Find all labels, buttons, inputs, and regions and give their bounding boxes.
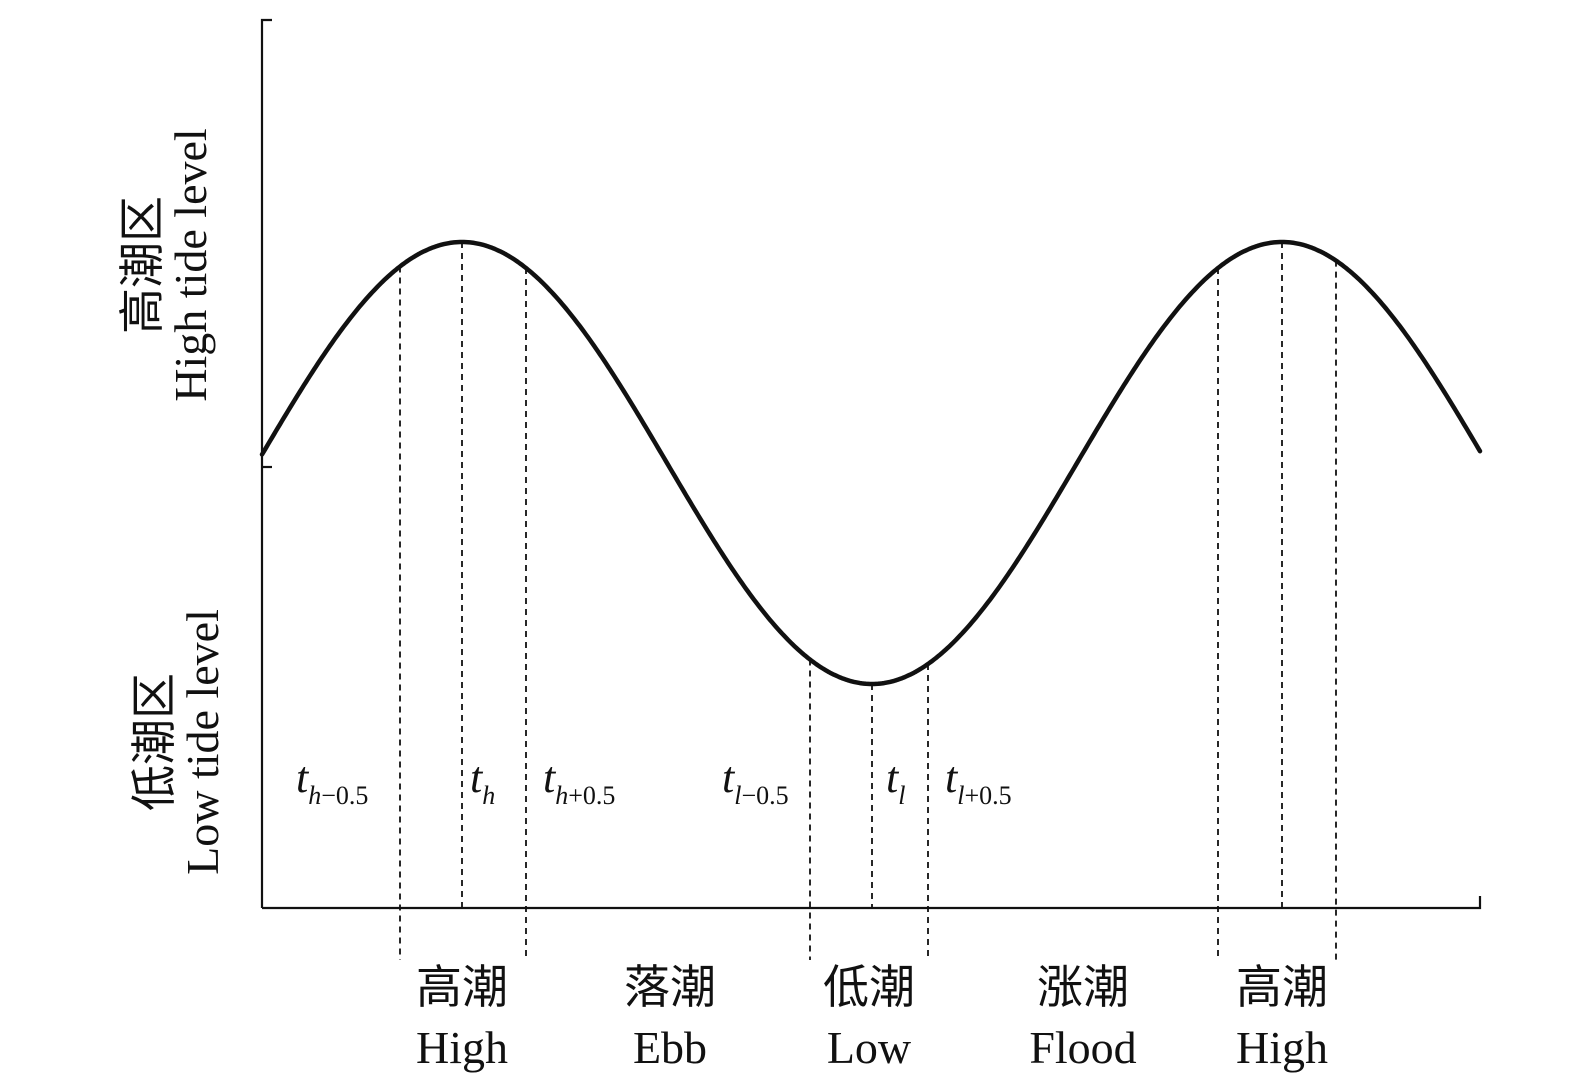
time-label-tl-minus: tl−0.5 [722,753,789,810]
tide-curve [259,239,1483,687]
lower-region-label-en: Low tide level [177,609,228,875]
phase-label-zh: 高潮 [416,962,508,1013]
phase-label-en: Low [827,1022,912,1073]
phase-high-end: 高潮 High [1236,962,1328,1073]
y-axis [260,18,272,908]
phase-label-zh: 低潮 [823,962,915,1013]
phase-label-zh: 高潮 [1236,962,1328,1013]
time-label-th: th [470,753,495,810]
axes [260,18,1482,910]
phase-flood: 涨潮 Flood [1029,962,1136,1073]
upper-region-label-zh: 高潮区 [117,196,168,334]
phase-label-zh: 落潮 [624,962,716,1013]
phase-label-en: High [416,1022,508,1073]
lower-region-label: 低潮区 Low tide level [129,609,228,875]
time-label-tl: tl [886,753,905,810]
time-marker-labels: th−0.5 th th+0.5 tl−0.5 tl tl+0.5 [296,753,1012,810]
upper-region-label: 高潮区 High tide level [117,128,216,401]
phase-low: 低潮 Low [823,962,915,1073]
phase-label-en: High [1236,1022,1328,1073]
phase-ebb: 落潮 Ebb [624,962,716,1073]
time-label-th-minus: th−0.5 [296,753,368,810]
phase-label-en: Ebb [633,1022,707,1073]
lower-region-label-zh: 低潮区 [129,673,180,811]
phase-high-start: 高潮 High [416,962,508,1073]
time-marker-lines [399,242,1337,960]
y-axis-labels: 高潮区 High tide level 低潮区 Low tide level [117,128,228,875]
phase-label-en: Flood [1029,1022,1136,1073]
phase-label-zh: 涨潮 [1037,962,1129,1013]
x-axis [262,896,1482,910]
phase-labels: 高潮 High 落潮 Ebb 低潮 Low 涨潮 Flood 高潮 High [416,962,1328,1073]
time-label-th-plus: th+0.5 [543,753,615,810]
time-label-tl-plus: tl+0.5 [945,753,1012,810]
upper-region-label-en: High tide level [165,128,216,401]
